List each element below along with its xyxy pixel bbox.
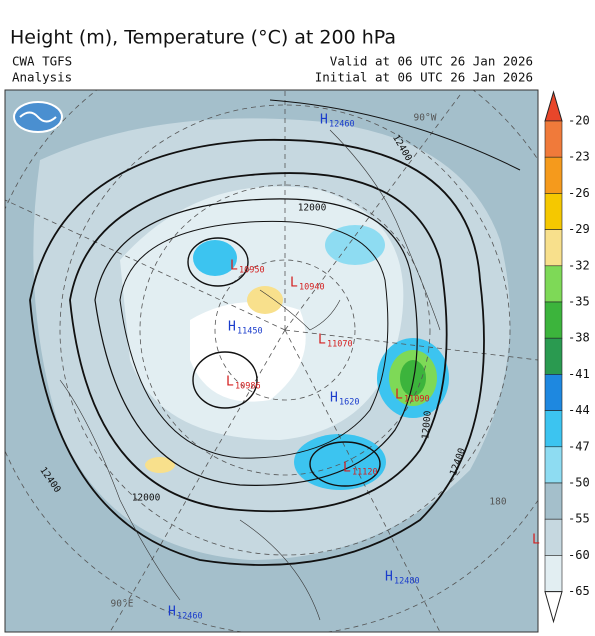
contour-label: 12000 <box>420 410 433 440</box>
colorbar-label: -29 <box>568 222 590 236</box>
contour-label: 12000 <box>132 493 161 504</box>
colorbar-segment <box>544 265 563 303</box>
title: Height (m), Temperature (°C) at 200 hPa <box>10 27 396 49</box>
graticule <box>5 90 538 632</box>
colorbar-label: -35 <box>568 295 590 309</box>
colorbar-label: -47 <box>568 439 590 453</box>
pressure-center-symbol: H <box>385 570 393 585</box>
meridian-label: 90°W <box>414 113 437 124</box>
pressure-center-value: 10986 <box>235 382 261 392</box>
colorbar-label: -32 <box>568 258 590 272</box>
source: CWA TGFS <box>12 54 72 69</box>
map-frame <box>4 89 539 633</box>
colorbar-label: -23 <box>568 150 590 164</box>
meridian-label: 180 <box>489 497 506 508</box>
pressure-center-value: 11120 <box>352 468 378 478</box>
colorbar-arrow <box>544 591 563 624</box>
pressure-center-value: 12480 <box>394 577 420 587</box>
temperature-shading <box>190 302 306 402</box>
pressure-center-symbol: H <box>320 113 328 128</box>
pressure-center-symbol: L <box>230 259 238 274</box>
colorbar-label: -65 <box>568 584 590 598</box>
meridian-label: 90°E <box>111 599 134 610</box>
pressure-center-symbol: L <box>226 375 234 390</box>
pressure-center-symbol: H <box>168 605 176 620</box>
colorbar-arrow <box>544 90 563 122</box>
pressure-center-value: 10940 <box>299 283 325 293</box>
pressure-center-symbol: L <box>395 388 403 403</box>
map <box>5 90 538 632</box>
pressure-center-value: 11070 <box>327 340 353 350</box>
colorbar-label: -41 <box>568 367 590 381</box>
temperature-shading <box>400 360 426 396</box>
temperature-shading <box>325 225 385 265</box>
colorbar: -20 -23 -26 -29 -32 -35 -38 -41 -44 -47 -50 -55 -60 -… <box>544 90 590 624</box>
colorbar-label: -50 <box>568 476 590 490</box>
colorbar-segment <box>544 482 563 520</box>
initial-time: Initial at 06 UTC 26 Jan 2026 <box>315 70 533 85</box>
colorbar-label: -26 <box>568 186 590 200</box>
colorbar-segment <box>544 446 563 484</box>
colorbar-segment <box>544 410 563 448</box>
pressure-center-symbol: H <box>228 320 236 335</box>
product: Analysis <box>12 70 72 85</box>
coastlines <box>59 129 441 621</box>
logo <box>13 101 63 133</box>
pressure-center-value: 10950 <box>239 266 265 276</box>
colorbar-segment <box>544 518 563 556</box>
pressure-center-symbol: L <box>532 533 540 548</box>
colorbar-label: -20 <box>568 114 590 128</box>
colorbar-label: -44 <box>568 403 590 417</box>
pressure-center-value: 1620 <box>339 398 359 408</box>
colorbar-segment <box>544 374 563 411</box>
pressure-center-symbol: H <box>330 391 338 406</box>
pressure-center-value: 11090 <box>404 395 430 405</box>
colorbar-segment <box>544 120 563 158</box>
pressure-center-value: 11450 <box>237 327 263 337</box>
colorbar-segment <box>544 301 563 339</box>
colorbar-label: -38 <box>568 331 590 345</box>
pressure-center-value: 12460 <box>329 120 355 130</box>
pressure-center-symbol: L <box>318 333 326 348</box>
colorbar-segment <box>544 156 563 194</box>
height-contours <box>29 99 521 566</box>
temperature-shading <box>294 434 386 490</box>
colorbar-segment <box>544 337 563 375</box>
pressure-center-value: 12460 <box>177 612 203 622</box>
temperature-shading <box>145 457 175 473</box>
colorbar-segment <box>544 193 563 230</box>
colorbar-label: -60 <box>568 548 590 562</box>
colorbar-segment <box>544 229 563 267</box>
valid-time: Valid at 06 UTC 26 Jan 2026 <box>330 54 533 69</box>
contour-label: 12000 <box>298 203 327 214</box>
pressure-center-symbol: L <box>290 276 298 291</box>
colorbar-label: -55 <box>568 512 590 526</box>
temperature-shading <box>193 240 237 276</box>
colorbar-segment <box>544 555 563 592</box>
pressure-center-symbol: L <box>343 461 351 476</box>
temperature-shading <box>247 286 283 314</box>
